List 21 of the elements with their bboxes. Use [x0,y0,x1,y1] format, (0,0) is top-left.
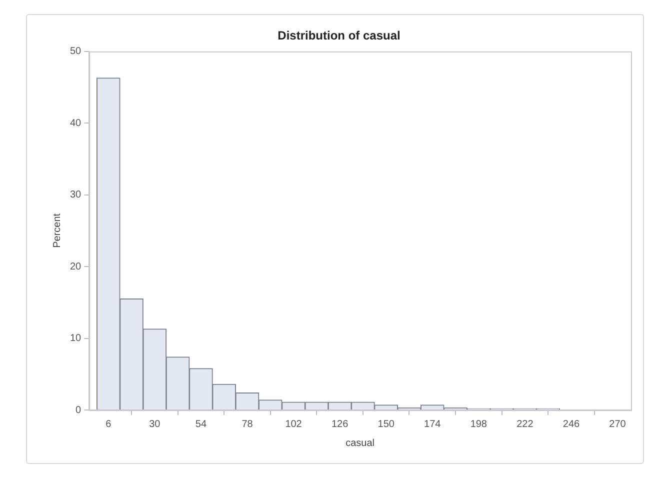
y-tick-label: 10 [70,333,82,344]
x-axis-title: casual [346,438,375,449]
y-tick-label: 0 [76,404,82,416]
x-tick-label: 222 [516,418,534,430]
x-tick-label: 30 [149,418,161,430]
y-axis-title: Percent [52,213,63,248]
x-tick-label: 174 [424,418,442,430]
x-tick-label: 78 [242,418,254,430]
y-tick-label: 50 [70,46,82,58]
x-tick-label: 126 [331,418,349,430]
x-tick-label: 6 [106,418,112,430]
y-tick-label: 20 [70,261,82,272]
x-tick-label: 150 [378,418,395,430]
x-tick-label: 198 [470,418,488,430]
x-tick-label: 270 [609,418,626,430]
y-tick-label: 40 [70,118,82,129]
x-tick-label: 54 [195,418,207,430]
chart-title: Distribution of casual [278,28,400,43]
x-tick-label: 246 [562,418,580,430]
x-tick-label: 102 [285,418,302,430]
y-tick-label: 30 [70,190,82,201]
